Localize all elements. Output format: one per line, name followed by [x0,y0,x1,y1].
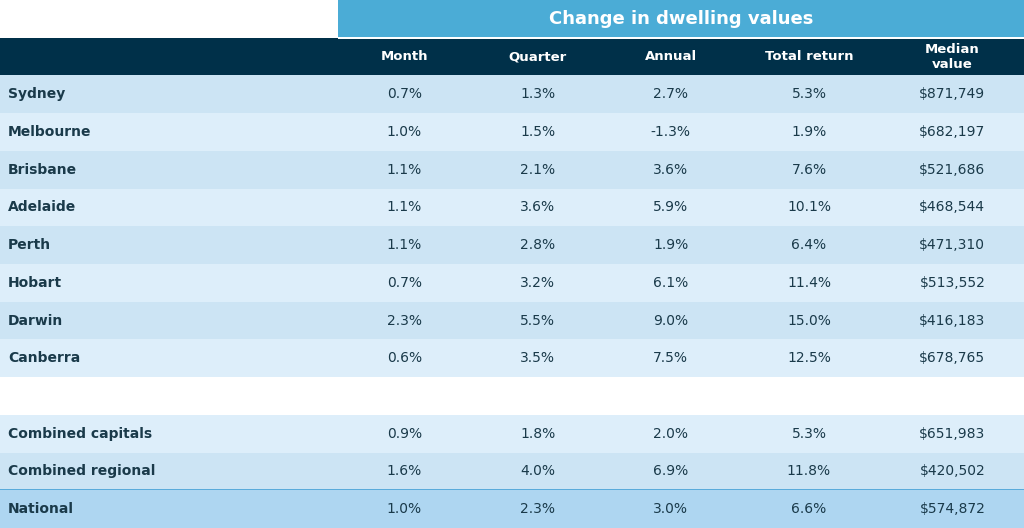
FancyBboxPatch shape [338,0,1024,37]
Text: $513,552: $513,552 [920,276,985,290]
Text: Combined capitals: Combined capitals [8,427,153,441]
FancyBboxPatch shape [0,227,1024,264]
Text: 5.3%: 5.3% [792,87,826,101]
Text: 5.3%: 5.3% [792,427,826,441]
Text: Adelaide: Adelaide [8,201,77,214]
Text: 3.0%: 3.0% [653,502,688,516]
Text: 1.9%: 1.9% [653,238,688,252]
Text: 2.3%: 2.3% [520,502,555,516]
FancyBboxPatch shape [0,76,1024,113]
FancyBboxPatch shape [0,491,1024,528]
Text: Annual: Annual [645,50,696,63]
Text: $678,765: $678,765 [920,351,985,365]
Text: Quarter: Quarter [509,50,566,63]
Text: 4.0%: 4.0% [520,465,555,478]
Text: 2.3%: 2.3% [387,314,422,327]
Text: 1.1%: 1.1% [387,201,422,214]
FancyBboxPatch shape [0,377,1024,415]
Text: 1.1%: 1.1% [387,163,422,177]
Text: 3.5%: 3.5% [520,351,555,365]
Text: Change in dwelling values: Change in dwelling values [549,10,813,28]
Text: 1.0%: 1.0% [387,502,422,516]
Text: 0.6%: 0.6% [387,351,422,365]
Text: $574,872: $574,872 [920,502,985,516]
Text: $871,749: $871,749 [920,87,985,101]
Text: $471,310: $471,310 [920,238,985,252]
Text: 0.7%: 0.7% [387,276,422,290]
FancyBboxPatch shape [0,151,1024,188]
Text: 3.2%: 3.2% [520,276,555,290]
FancyBboxPatch shape [0,415,1024,452]
Text: 12.5%: 12.5% [787,351,830,365]
Text: 1.3%: 1.3% [520,87,555,101]
Text: 3.6%: 3.6% [520,201,555,214]
FancyBboxPatch shape [0,0,338,37]
FancyBboxPatch shape [0,301,1024,340]
FancyBboxPatch shape [0,527,1024,528]
FancyBboxPatch shape [0,340,1024,377]
Text: Darwin: Darwin [8,314,63,327]
Text: Total return: Total return [765,50,853,63]
Text: 15.0%: 15.0% [787,314,830,327]
Text: Hobart: Hobart [8,276,62,290]
Text: 1.6%: 1.6% [387,465,422,478]
Text: 1.0%: 1.0% [387,125,422,139]
Text: $651,983: $651,983 [920,427,985,441]
FancyBboxPatch shape [0,37,1024,76]
Text: 6.9%: 6.9% [653,465,688,478]
Text: 7.6%: 7.6% [792,163,826,177]
Text: Brisbane: Brisbane [8,163,78,177]
Text: 5.5%: 5.5% [520,314,555,327]
Text: 6.1%: 6.1% [653,276,688,290]
Text: Combined regional: Combined regional [8,465,156,478]
FancyBboxPatch shape [338,37,1024,39]
Text: 0.9%: 0.9% [387,427,422,441]
Text: $682,197: $682,197 [920,125,985,139]
Text: Median
value: Median value [925,43,980,71]
FancyBboxPatch shape [0,452,1024,491]
Text: 1.8%: 1.8% [520,427,555,441]
Text: Month: Month [381,50,428,63]
Text: 2.0%: 2.0% [653,427,688,441]
Text: 11.4%: 11.4% [787,276,830,290]
Text: 6.4%: 6.4% [792,238,826,252]
Text: 6.6%: 6.6% [792,502,826,516]
Text: $468,544: $468,544 [920,201,985,214]
Text: $420,502: $420,502 [920,465,985,478]
Text: National: National [8,502,74,516]
Text: 11.8%: 11.8% [786,465,831,478]
Text: -1.3%: -1.3% [650,125,691,139]
Text: 3.6%: 3.6% [653,163,688,177]
FancyBboxPatch shape [0,188,1024,227]
Text: Perth: Perth [8,238,51,252]
Text: 2.7%: 2.7% [653,87,688,101]
FancyBboxPatch shape [0,489,1024,492]
Text: $521,686: $521,686 [920,163,985,177]
Text: 1.1%: 1.1% [387,238,422,252]
Text: Canberra: Canberra [8,351,81,365]
FancyBboxPatch shape [0,113,1024,151]
Text: 9.0%: 9.0% [653,314,688,327]
Text: 2.8%: 2.8% [520,238,555,252]
Text: 10.1%: 10.1% [787,201,830,214]
Text: 2.1%: 2.1% [520,163,555,177]
Text: 5.9%: 5.9% [653,201,688,214]
FancyBboxPatch shape [0,264,1024,301]
Text: $416,183: $416,183 [920,314,985,327]
Text: Melbourne: Melbourne [8,125,92,139]
Text: 1.5%: 1.5% [520,125,555,139]
Text: 7.5%: 7.5% [653,351,688,365]
Text: 0.7%: 0.7% [387,87,422,101]
Text: 1.9%: 1.9% [792,125,826,139]
Text: Sydney: Sydney [8,87,66,101]
